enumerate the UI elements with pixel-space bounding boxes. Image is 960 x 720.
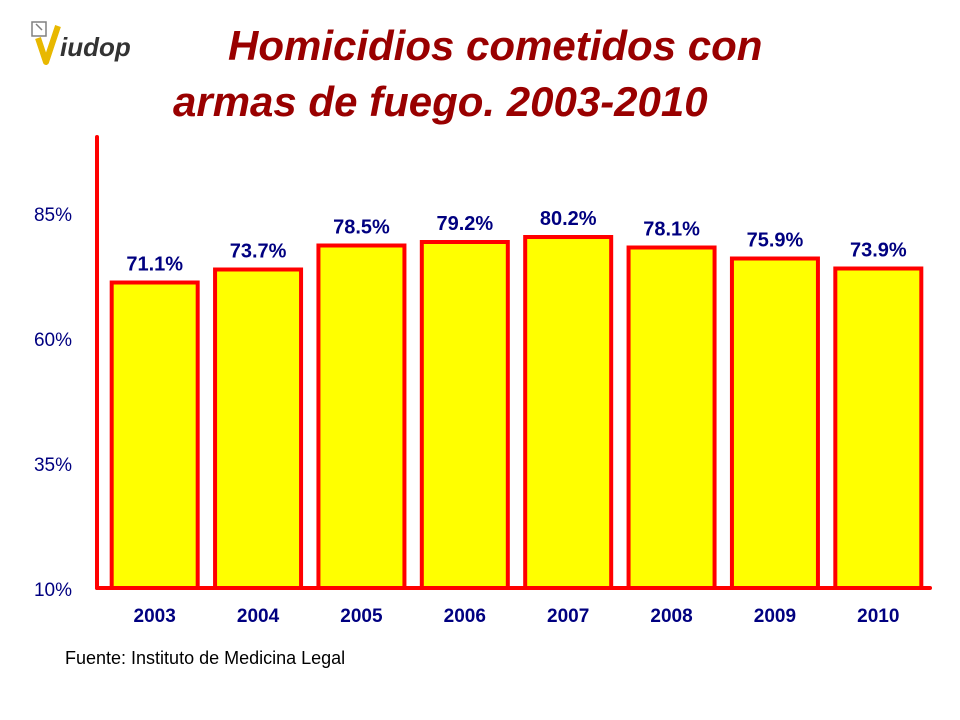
x-tick-label: 2007 <box>547 606 589 627</box>
x-tick-label: 2008 <box>650 606 692 627</box>
bar-2005 <box>316 243 407 590</box>
y-tick-label: 60% <box>34 330 72 351</box>
data-label-2006: 79.2% <box>436 213 493 235</box>
bar-2003 <box>109 280 200 590</box>
logo-text: iudop <box>60 32 131 62</box>
bar-2010 <box>833 266 924 590</box>
source-note: Fuente: Instituto de Medicina Legal <box>65 648 346 668</box>
data-label-2004: 73.7% <box>230 241 287 263</box>
iudop-logo: iudop <box>31 21 131 65</box>
bar-2008 <box>626 245 717 590</box>
data-label-2010: 73.9% <box>850 240 907 262</box>
bar-2006 <box>419 240 510 590</box>
data-label-2009: 75.9% <box>747 230 804 252</box>
y-tick-label: 85% <box>34 205 72 226</box>
x-tick-label: 2006 <box>444 606 486 627</box>
data-label-2007: 80.2% <box>540 208 597 230</box>
bar-2004 <box>213 267 304 590</box>
x-tick-label: 2010 <box>857 606 899 627</box>
chart-title-line-1: Homicidios cometidos con <box>228 22 763 69</box>
y-tick-label: 10% <box>34 580 72 601</box>
x-tick-label: 2003 <box>134 606 176 627</box>
y-tick-label: 35% <box>34 455 72 476</box>
data-label-2008: 78.1% <box>643 219 700 241</box>
data-label-2005: 78.5% <box>333 217 390 239</box>
x-tick-label: 2005 <box>340 606 383 627</box>
x-tick-label: 2009 <box>754 606 796 627</box>
chart-title-line-2: armas de fuego. 2003-2010 <box>173 78 708 125</box>
data-label-2003: 71.1% <box>126 254 183 276</box>
bar-chart: 10% 35% 60% 85% 71.1% 2003 73.7% 2004 78.5% 2005 7… <box>34 135 932 627</box>
bar-2009 <box>729 256 820 590</box>
x-tick-label: 2004 <box>237 606 280 627</box>
bar-2007 <box>523 235 614 590</box>
